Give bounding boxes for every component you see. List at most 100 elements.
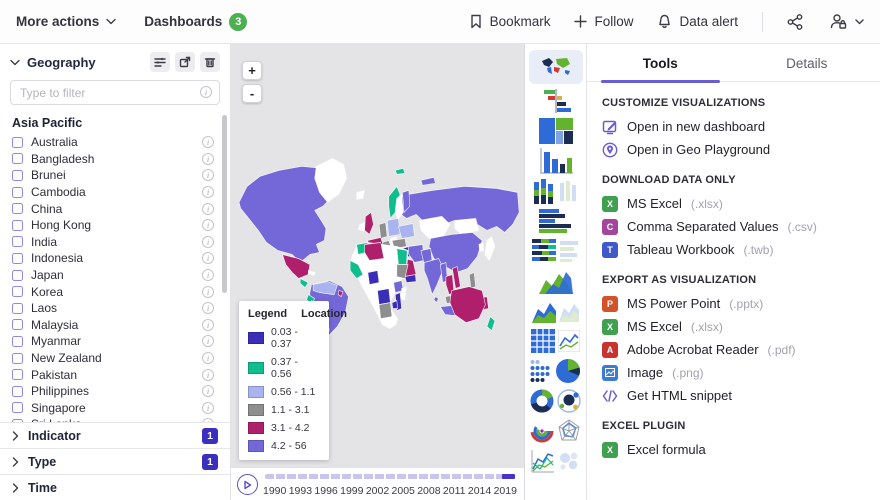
map-region-australia[interactable] <box>450 287 485 323</box>
filter-settings-button[interactable] <box>150 52 170 72</box>
timeline-track[interactable] <box>265 474 515 479</box>
excel-formula-item[interactable]: X Excel formula <box>602 438 865 461</box>
map-region-iceland[interactable] <box>357 190 365 199</box>
map-region-kazakhstan[interactable] <box>419 216 450 238</box>
tab-details[interactable]: Details <box>734 45 880 81</box>
checkbox[interactable] <box>12 402 23 413</box>
year-tick[interactable]: 1990 <box>263 485 286 497</box>
map-region-egypt[interactable] <box>397 248 407 264</box>
chart-type-column-button[interactable] <box>529 148 583 174</box>
year-tick[interactable]: 2011 <box>443 485 466 497</box>
country-checkbox-row[interactable]: Indonesiai <box>12 250 230 267</box>
info-icon[interactable]: i <box>202 418 214 422</box>
time-slider[interactable]: 1990 1993 1996 1999 2002 2005 2008 2011 … <box>231 467 524 500</box>
chart-type-multiline-and-bubbles-button[interactable] <box>529 448 583 474</box>
info-icon[interactable]: i <box>202 302 214 314</box>
country-checkbox-row[interactable]: Pakistani <box>12 366 230 383</box>
data-alert-button[interactable]: Data alert <box>657 14 738 30</box>
map-region-ukraine[interactable] <box>398 223 414 238</box>
country-list[interactable]: Asia Pacific Australiai Bangladeshi Brun… <box>0 111 230 422</box>
info-icon[interactable]: i <box>202 169 214 181</box>
info-icon[interactable]: i <box>202 402 214 414</box>
info-icon[interactable]: i <box>202 219 214 231</box>
map-region-philippines[interactable] <box>469 273 475 289</box>
tab-tools[interactable]: Tools <box>587 45 734 81</box>
dashboards-button[interactable]: Dashboards 3 <box>144 13 247 31</box>
chart-type-radial-and-spider-button[interactable] <box>529 418 583 444</box>
choropleth-map-panel[interactable]: + - <box>231 44 525 500</box>
country-checkbox-row[interactable]: Hong Kongi <box>12 217 230 234</box>
open-in-new-dashboard-item[interactable]: Open in new dashboard <box>602 115 865 138</box>
open-in-geo-playground-item[interactable]: Open in Geo Playground <box>602 138 865 161</box>
info-icon[interactable]: i <box>202 335 214 347</box>
country-checkbox-row[interactable]: Cambodiai <box>12 184 230 201</box>
info-icon[interactable]: i <box>202 369 214 381</box>
export-pdf-item[interactable]: A Adobe Acrobat Reader (.pdf) <box>602 338 865 361</box>
chart-type-area-button[interactable] <box>529 268 583 294</box>
chart-type-table-and-line-button[interactable] <box>529 328 583 354</box>
map-region-mongolia[interactable] <box>455 218 479 234</box>
info-icon[interactable]: i <box>202 153 214 165</box>
country-checkbox-row[interactable]: Sri Lankai <box>12 416 230 422</box>
user-menu-button[interactable] <box>828 13 864 30</box>
checkbox[interactable] <box>12 336 23 347</box>
checkbox[interactable] <box>12 220 23 231</box>
country-checkbox-row[interactable]: Philippinesi <box>12 383 230 400</box>
year-tick[interactable]: 2005 <box>392 485 415 497</box>
map-region-cuba[interactable] <box>308 271 315 276</box>
info-icon[interactable]: i <box>202 319 214 331</box>
chart-type-treemap-button[interactable] <box>529 118 583 144</box>
download-ms-excel-item[interactable]: X MS Excel (.xlsx) <box>602 192 865 215</box>
map-region-ireland[interactable] <box>358 222 364 231</box>
year-tick[interactable]: 2014 <box>468 485 491 497</box>
checkbox[interactable] <box>12 319 23 330</box>
chart-type-stacked-column-button[interactable] <box>529 178 583 204</box>
info-icon[interactable]: i <box>202 136 214 148</box>
copy-selection-button[interactable] <box>175 52 195 72</box>
map-region-zimbabwe[interactable] <box>392 301 398 309</box>
map-region-madagascar[interactable] <box>401 287 407 301</box>
country-checkbox-row[interactable]: Chinai <box>12 200 230 217</box>
follow-button[interactable]: Follow <box>574 14 633 29</box>
filter-info-icon[interactable]: i <box>200 86 212 98</box>
year-tick[interactable]: 2002 <box>366 485 389 497</box>
download-csv-item[interactable]: C Comma Separated Values (.csv) <box>602 215 865 238</box>
map-region-namibia-botswana[interactable] <box>379 303 392 319</box>
info-icon[interactable]: i <box>202 352 214 364</box>
checkbox[interactable] <box>12 236 23 247</box>
info-icon[interactable]: i <box>202 203 214 215</box>
checkbox[interactable] <box>12 137 23 148</box>
map-region-sri-lanka[interactable] <box>434 297 439 303</box>
info-icon[interactable]: i <box>202 236 214 248</box>
map-region-svalbard[interactable] <box>395 168 405 174</box>
map-region-angola[interactable] <box>378 289 391 305</box>
checkbox[interactable] <box>12 369 23 380</box>
clear-selection-button[interactable] <box>200 52 220 72</box>
share-button[interactable] <box>787 14 804 30</box>
chart-type-bar-negative-button[interactable] <box>529 88 583 114</box>
country-checkbox-row[interactable]: Koreai <box>12 283 230 300</box>
sidebar-section-type[interactable]: Type 1 <box>0 448 230 474</box>
more-actions-button[interactable]: More actions <box>16 14 116 29</box>
year-tick[interactable]: 1996 <box>314 485 337 497</box>
checkbox[interactable] <box>12 270 23 281</box>
bookmark-button[interactable]: Bookmark <box>469 14 551 29</box>
map-region-united-kingdom[interactable] <box>365 212 374 234</box>
checkbox[interactable] <box>12 419 23 422</box>
checkbox[interactable] <box>12 153 23 164</box>
checkbox[interactable] <box>12 303 23 314</box>
scrollbar-thumb[interactable] <box>222 115 227 293</box>
country-checkbox-row[interactable]: Myanmari <box>12 333 230 350</box>
info-icon[interactable]: i <box>202 269 214 281</box>
map-region-nigeria[interactable] <box>368 271 379 285</box>
checkbox[interactable] <box>12 386 23 397</box>
zoom-in-button[interactable]: + <box>242 61 262 80</box>
get-html-snippet-item[interactable]: Get HTML snippet <box>602 384 865 407</box>
country-checkbox-row[interactable]: Indiai <box>12 234 230 251</box>
timeline-current-segment[interactable] <box>502 474 515 479</box>
info-icon[interactable]: i <box>202 186 214 198</box>
checkbox[interactable] <box>12 253 23 264</box>
country-checkbox-row[interactable]: Bruneii <box>12 167 230 184</box>
country-checkbox-row[interactable]: Malaysiai <box>12 317 230 334</box>
year-tick[interactable]: 1993 <box>289 485 312 497</box>
